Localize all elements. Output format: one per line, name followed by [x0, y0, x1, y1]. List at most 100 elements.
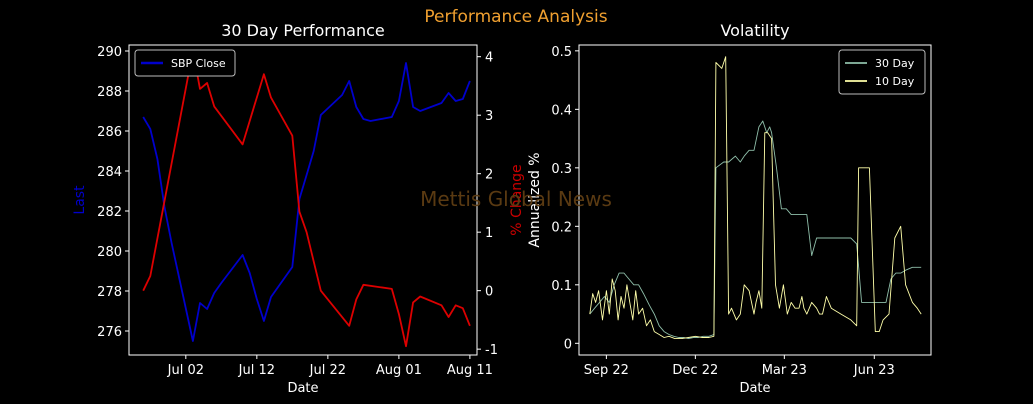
data-point [740, 161, 741, 162]
data-point [363, 118, 364, 119]
data-point [469, 325, 470, 326]
data-point [157, 158, 158, 159]
data-point [242, 144, 243, 145]
data-point [764, 132, 765, 133]
y-tick-label: 0.2 [551, 220, 572, 235]
data-point [831, 237, 832, 238]
data-point [242, 254, 243, 255]
data-point [816, 237, 817, 238]
data-point [775, 284, 776, 285]
data-point [270, 296, 271, 297]
data-point [708, 336, 709, 337]
data-point [638, 284, 639, 285]
x-tick-label: Aug 01 [376, 363, 422, 378]
data-point [758, 126, 759, 127]
data-point [905, 284, 906, 285]
y2-tick-label: 2 [485, 168, 493, 183]
data-point [811, 302, 812, 303]
legend-label: SBP Close [171, 57, 226, 70]
x-tick-label: Mar 23 [762, 363, 807, 378]
data-point [771, 138, 772, 139]
data-point [349, 80, 350, 81]
data-point [462, 308, 463, 309]
y2-axis-label: % Change [509, 164, 525, 235]
data-point [871, 302, 872, 303]
data-point [912, 302, 913, 303]
series-line-30-day [589, 120, 922, 340]
data-point [769, 126, 770, 127]
data-point [688, 337, 689, 338]
data-point [455, 305, 456, 306]
y2-tick-label: -1 [485, 343, 498, 358]
y-tick-label: 0.3 [551, 162, 572, 177]
data-point [370, 120, 371, 121]
data-point [781, 208, 782, 209]
data-point [413, 302, 414, 303]
x-tick-label: Jul 12 [238, 363, 275, 378]
data-point [413, 106, 414, 107]
data-point [659, 334, 660, 335]
x-axis-label: Date [739, 381, 770, 396]
data-point [143, 116, 144, 117]
data-point [894, 237, 895, 238]
data-point [736, 319, 737, 320]
data-point [728, 161, 729, 162]
y-tick-label: 288 [97, 85, 122, 100]
data-point [858, 167, 859, 168]
series-line--change [142, 49, 471, 348]
data-point [643, 293, 644, 294]
data-point [143, 290, 144, 291]
data-point [762, 120, 763, 121]
data-point [755, 302, 756, 303]
y-tick-label: 0.4 [551, 103, 572, 118]
data-point [791, 214, 792, 215]
data-point [598, 290, 599, 291]
data-point [798, 308, 799, 309]
data-point [771, 132, 772, 133]
data-point [441, 305, 442, 306]
data-point [883, 319, 884, 320]
data-point [723, 161, 724, 162]
data-point [863, 167, 864, 168]
legend-box [838, 49, 926, 95]
figure-title: Performance Analysis [424, 7, 607, 27]
data-point [795, 214, 796, 215]
data-point [320, 114, 321, 115]
data-point [398, 100, 399, 101]
legend-box [134, 49, 236, 77]
data-point [826, 237, 827, 238]
data-point [649, 305, 650, 306]
y-tick-label: 286 [97, 125, 122, 140]
data-point [595, 302, 596, 303]
data-point [405, 62, 406, 63]
data-point [214, 292, 215, 293]
data-point [801, 296, 802, 297]
y-tick-label: 290 [97, 45, 122, 60]
data-point [713, 336, 714, 337]
data-point [882, 302, 883, 303]
data-point [150, 128, 151, 129]
data-point [703, 336, 704, 337]
data-point [405, 346, 406, 347]
y-tick-label: 280 [97, 245, 122, 260]
data-point [263, 320, 264, 321]
data-point [731, 308, 732, 309]
data-point [761, 308, 762, 309]
data-point [735, 156, 736, 157]
data-point [803, 308, 804, 309]
data-point [900, 226, 901, 227]
performance-panel: Jul 02 Jul 12 Jul 22 Aug 01 Aug 11 276 278 280 2… [72, 21, 525, 396]
data-point [249, 272, 250, 273]
data-point [749, 150, 750, 151]
data-point [654, 314, 655, 315]
data-point [642, 308, 643, 309]
data-point [150, 275, 151, 276]
data-point [609, 302, 610, 303]
data-point [391, 288, 392, 289]
x-tick-label: Sep 22 [584, 363, 629, 378]
panel-title: 30 Day Performance [221, 21, 385, 40]
data-point [856, 243, 857, 244]
data-point [673, 336, 674, 337]
